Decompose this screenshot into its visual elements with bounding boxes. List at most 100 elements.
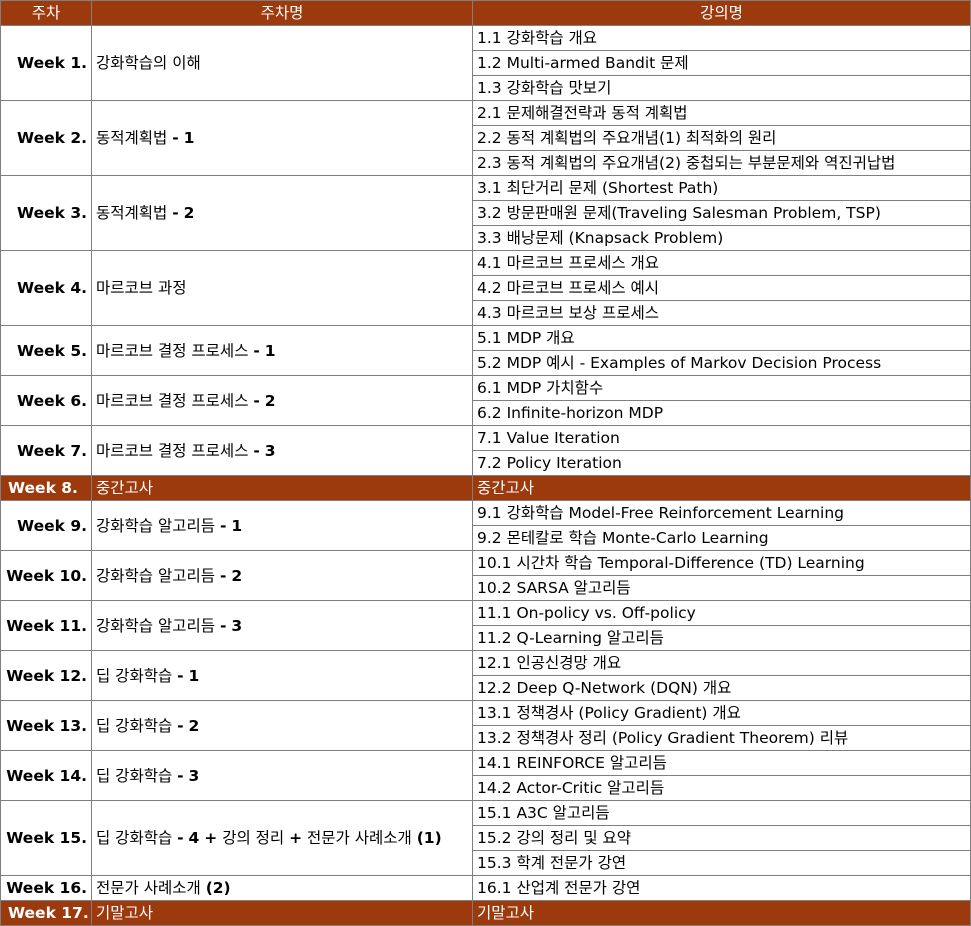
lecture-cell: 6.2 Infinite-horizon MDP [472,400,971,426]
table-row: Week 14. 딥 강화학습 - 3 14.1 REINFORCE 알고리듬 [0,750,971,801]
table-row: Week 3. 동적계획법 - 2 3.1 최단거리 문제 (Shortest Pa… [0,175,971,251]
lecture-cell: 15.1 A3C 알고리듬 [472,800,971,826]
table-row: Week 1. 강화학습의 이해 1.1 강화학습 개요 [0,25,971,101]
exam-row: Week 8. 중간고사 중간고사 [0,475,971,501]
table-row: Week 6. 마르코브 결정 프로세스 - 2 6.1 MDP 가치함수 [0,375,971,426]
table-row: Week 9. 강화학습 알고리듬 - 1 9.1 강화학습 Model-Free … [0,500,971,551]
week-title-cell: 딥 강화학습 - 1 [91,650,473,701]
lecture-cell: 16.1 산업계 전문가 강연 [472,875,971,901]
week-cell: Week 15. [0,800,92,876]
lecture-cell: 2.1 문제해결전략과 동적 계획법 [472,100,971,126]
week-title-cell: 동적계획법 - 2 [91,175,473,251]
table-row: 5.2 MDP 예시 - Examples of Markov Decision… [1,350,971,376]
week-title-cell: 기말고사 [91,900,473,926]
lecture-cell: 7.2 Policy Iteration [472,450,971,476]
header-lecture: 강의명 [472,0,971,26]
table-row: 13.2 정책경사 정리 (Policy Gradient Theorem) 리… [1,725,971,751]
lecture-cell: 3.2 방문판매원 문제(Traveling Salesman Problem,… [472,200,971,226]
week-title-cell: 마르코브 결정 프로세스 - 1 [91,325,473,376]
lecture-cell: 4.1 마르코브 프로세스 개요 [472,250,971,276]
week-title-cell: 중간고사 [91,475,473,501]
lecture-cell: 4.3 마르코브 보상 프로세스 [472,300,971,326]
week-title-cell: 마르코브 과정 [91,250,473,326]
table-row: 12.2 Deep Q-Network (DQN) 개요 [1,675,971,701]
lecture-cell: 15.3 학계 전문가 강연 [472,850,971,876]
lecture-cell: 1.2 Multi-armed Bandit 문제 [472,50,971,76]
lecture-cell: 14.2 Actor-Critic 알고리듬 [472,775,971,801]
week-title-cell: 동적계획법 - 1 [91,100,473,176]
lecture-cell: 5.1 MDP 개요 [472,325,971,351]
lecture-cell: 2.3 동적 계획법의 주요개념(2) 중첩되는 부분문제와 역진귀납법 [472,150,971,176]
table-row: Week 5. 마르코브 결정 프로세스 - 1 5.1 MDP 개요 [0,325,971,376]
header-row: 주차 주차명 강의명 [0,0,971,26]
table-row: Week 12. 딥 강화학습 - 1 12.1 인공신경망 개요 [0,650,971,701]
week-title-cell: 강화학습 알고리듬 - 3 [91,600,473,651]
week-title-cell: 마르코브 결정 프로세스 - 3 [91,425,473,476]
lecture-cell: 3.3 배낭문제 (Knapsack Problem) [472,225,971,251]
table-row: 11.2 Q-Learning 알고리듬 [1,625,971,651]
table-row: Week 15. 딥 강화학습 - 4 + 강의 정리 + 전문가 사례소개 (1… [0,800,971,876]
lecture-cell: 11.1 On-policy vs. Off-policy [472,600,971,626]
week-cell: Week 9. [0,500,92,551]
table-row: 3.2 방문판매원 문제(Traveling Salesman Problem,… [1,200,971,226]
lecture-cell: 중간고사 [472,475,971,501]
week-title-cell: 딥 강화학습 - 4 + 강의 정리 + 전문가 사례소개 (1) [91,800,473,876]
week-title-cell: 딥 강화학습 - 2 [91,700,473,751]
lecture-cell: 6.1 MDP 가치함수 [472,375,971,401]
week-cell: Week 7. [0,425,92,476]
week-cell: Week 8. [0,475,92,501]
week-cell: Week 17. [0,900,92,926]
week-cell: Week 12. [0,650,92,701]
lecture-cell: 7.1 Value Iteration [472,425,971,451]
lecture-cell: 12.1 인공신경망 개요 [472,650,971,676]
table-row: 4.3 마르코브 보상 프로세스 [1,300,971,326]
week-title-cell: 전문가 사례소개 (2) [91,875,473,901]
table-row: 9.2 몬테칼로 학습 Monte-Carlo Learning [1,525,971,551]
week-title-cell: 강화학습 알고리듬 - 2 [91,550,473,601]
week-cell: Week 16. [0,875,92,901]
week-title-cell: 딥 강화학습 - 3 [91,750,473,801]
table-row: 1.2 Multi-armed Bandit 문제 [1,50,971,76]
lecture-cell: 1.3 강화학습 맛보기 [472,75,971,101]
week-title-cell: 강화학습 알고리듬 - 1 [91,500,473,551]
lecture-cell: 11.2 Q-Learning 알고리듬 [472,625,971,651]
week-cell: Week 13. [0,700,92,751]
lecture-cell: 2.2 동적 계획법의 주요개념(1) 최적화의 원리 [472,125,971,151]
table-row: Week 11. 강화학습 알고리듬 - 3 11.1 On-policy vs. … [0,600,971,651]
week-cell: Week 4. [0,250,92,326]
week-cell: Week 1. [0,25,92,101]
lecture-cell: 13.1 정책경사 (Policy Gradient) 개요 [472,700,971,726]
syllabus-body: Week 1. 강화학습의 이해 1.1 강화학습 개요 1.2 Multi-arme… [0,25,971,926]
table-row: Week 2. 동적계획법 - 1 2.1 문제해결전략과 동적 계획법 [0,100,971,176]
lecture-cell: 5.2 MDP 예시 - Examples of Markov Decision… [472,350,971,376]
week-title-cell: 마르코브 결정 프로세스 - 2 [91,375,473,426]
week-title-cell: 강화학습의 이해 [91,25,473,101]
table-row: 6.2 Infinite-horizon MDP [1,400,971,426]
lecture-cell: 기말고사 [472,900,971,926]
week-cell: Week 5. [0,325,92,376]
table-row: Week 13. 딥 강화학습 - 2 13.1 정책경사 (Policy Grad… [0,700,971,751]
week-cell: Week 11. [0,600,92,651]
week-cell: Week 2. [0,100,92,176]
table-row: Week 4. 마르코브 과정 4.1 마르코브 프로세스 개요 [0,250,971,326]
lecture-cell: 3.1 최단거리 문제 (Shortest Path) [472,175,971,201]
table-row: Week 16. 전문가 사례소개 (2) 16.1 산업계 전문가 강연 [0,875,971,901]
table-row: 2.3 동적 계획법의 주요개념(2) 중첩되는 부분문제와 역진귀납법 [1,150,971,176]
lecture-cell: 10.1 시간차 학습 Temporal-Difference (TD) Lea… [472,550,971,576]
lecture-cell: 4.2 마르코브 프로세스 예시 [472,275,971,301]
week-cell: Week 14. [0,750,92,801]
lecture-cell: 13.2 정책경사 정리 (Policy Gradient Theorem) 리… [472,725,971,751]
table-row: 14.2 Actor-Critic 알고리듬 [1,775,971,801]
table-row: Week 10. 강화학습 알고리듬 - 2 10.1 시간차 학습 Tempora… [0,550,971,601]
lecture-cell: 9.2 몬테칼로 학습 Monte-Carlo Learning [472,525,971,551]
table-row: 10.2 SARSA 알고리듬 [1,575,971,601]
lecture-cell: 12.2 Deep Q-Network (DQN) 개요 [472,675,971,701]
lecture-cell: 1.1 강화학습 개요 [472,25,971,51]
lecture-cell: 14.1 REINFORCE 알고리듬 [472,750,971,776]
week-cell: Week 10. [0,550,92,601]
table-row: Week 7. 마르코브 결정 프로세스 - 3 7.1 Value Iterati… [0,425,971,476]
lecture-cell: 15.2 강의 정리 및 요약 [472,825,971,851]
week-cell: Week 3. [0,175,92,251]
lecture-cell: 10.2 SARSA 알고리듬 [472,575,971,601]
